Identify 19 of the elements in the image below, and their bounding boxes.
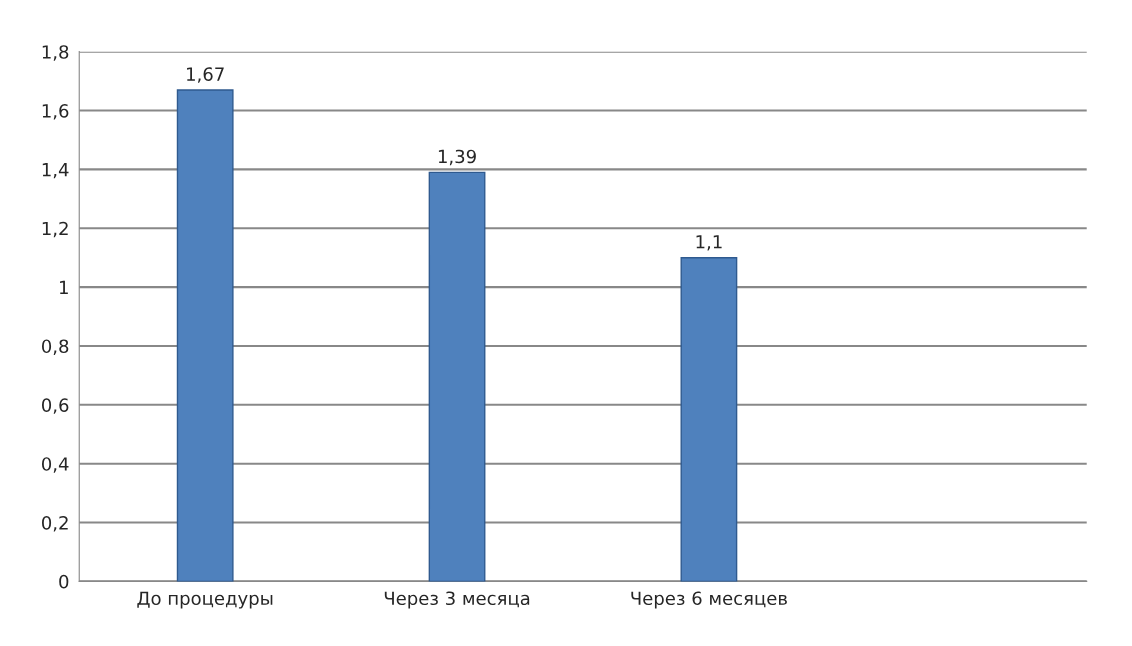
bar bbox=[680, 256, 738, 582]
data-label: 1,67 bbox=[187, 67, 224, 83]
bar bbox=[176, 89, 234, 582]
y-tick-label: 0,6 bbox=[41, 398, 69, 414]
y-tick-label: 1,6 bbox=[42, 104, 69, 120]
y-tick-label: 1,2 bbox=[42, 221, 68, 238]
y-tick-label: 1,4 bbox=[42, 163, 69, 179]
y-tick-label: 0,4 bbox=[41, 457, 69, 473]
x-tick-label: Через 6 месяцев bbox=[631, 591, 787, 609]
y-tick-label: 1,8 bbox=[42, 45, 69, 61]
x-tick-label: До процедуры bbox=[137, 591, 273, 609]
y-tick-label: 0,8 bbox=[41, 339, 69, 355]
y-tick-label: 1 bbox=[60, 280, 68, 294]
data-label: 1,39 bbox=[438, 149, 476, 166]
data-label: 1,1 bbox=[696, 235, 722, 251]
y-tick-label: 0 bbox=[59, 574, 69, 589]
bar bbox=[428, 171, 486, 582]
y-tick-label: 0,2 bbox=[41, 516, 68, 532]
x-tick-label: Через 3 месяца bbox=[384, 591, 530, 609]
